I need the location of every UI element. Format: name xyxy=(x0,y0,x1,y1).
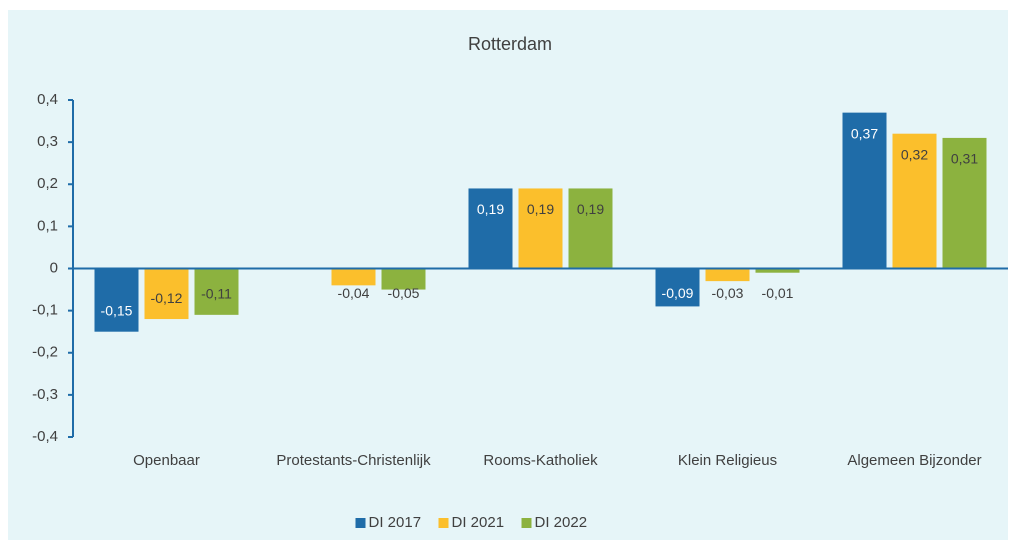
legend-label: DI 2017 xyxy=(369,514,422,531)
x-tick-label: Rooms-Katholiek xyxy=(483,452,598,469)
legend-label: DI 2022 xyxy=(535,514,588,531)
bar xyxy=(518,188,563,269)
bar xyxy=(144,268,189,320)
bar xyxy=(94,268,139,332)
bar xyxy=(194,268,239,315)
value-label: -0,09 xyxy=(662,285,694,301)
value-label: -0,05 xyxy=(388,285,420,301)
bar xyxy=(468,188,513,269)
value-label: 0,37 xyxy=(851,125,878,141)
bar xyxy=(842,112,887,269)
value-label: -0,15 xyxy=(101,302,133,318)
bar xyxy=(892,133,937,269)
value-label: -0,11 xyxy=(201,286,232,302)
y-tick-label: -0,1 xyxy=(32,302,58,319)
legend-swatch xyxy=(438,518,449,528)
value-label: 0,31 xyxy=(951,151,978,167)
bar xyxy=(705,268,750,282)
legend-label: DI 2021 xyxy=(452,514,505,531)
x-tick-label: Openbaar xyxy=(133,452,200,469)
value-label: 0,19 xyxy=(577,201,604,217)
value-label: 0,19 xyxy=(477,201,504,217)
y-tick-label: 0,4 xyxy=(37,91,58,108)
value-label: -0,01 xyxy=(762,285,794,301)
y-tick-label: -0,2 xyxy=(32,344,58,361)
bar xyxy=(331,268,376,286)
y-tick-label: 0 xyxy=(50,259,58,276)
bar xyxy=(942,137,987,269)
legend-swatch xyxy=(355,518,366,528)
x-tick-label: Klein Religieus xyxy=(678,452,777,469)
chart-title: Rotterdam xyxy=(468,34,552,54)
y-tick-label: 0,3 xyxy=(37,133,58,150)
value-label: -0,03 xyxy=(712,285,744,301)
x-tick-label: Algemeen Bijzonder xyxy=(847,452,981,469)
y-tick-label: 0,2 xyxy=(37,175,58,192)
value-label: 0,32 xyxy=(901,146,928,162)
y-tick-label: -0,3 xyxy=(32,386,58,403)
x-tick-label: Protestants-Christenlijk xyxy=(276,452,431,469)
legend-swatch xyxy=(521,518,532,528)
y-tick-label: -0,4 xyxy=(32,428,58,445)
value-label: 0,19 xyxy=(527,201,554,217)
value-label: -0,04 xyxy=(338,285,370,301)
bar xyxy=(655,268,700,307)
y-tick-label: 0,1 xyxy=(37,217,58,234)
bar xyxy=(381,268,426,290)
bar xyxy=(568,188,613,269)
bar xyxy=(755,268,800,273)
value-label: -0,12 xyxy=(151,290,183,306)
